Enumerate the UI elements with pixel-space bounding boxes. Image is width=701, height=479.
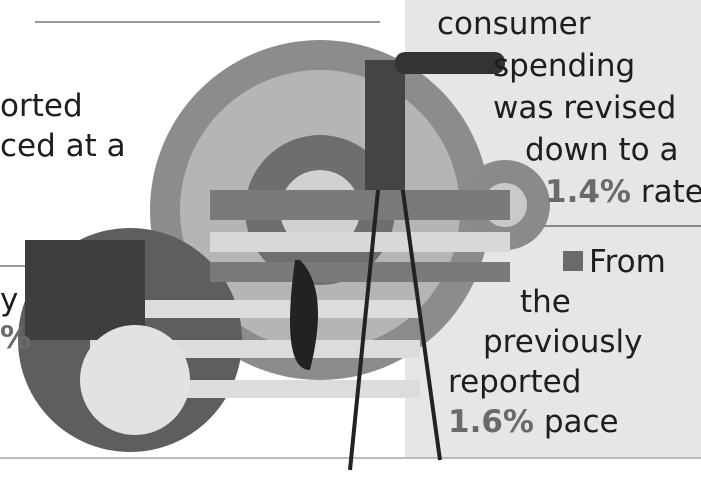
side-text-line: 1.6% pace (448, 404, 619, 440)
flag-shapes (18, 190, 510, 452)
side-text: previously (483, 324, 643, 360)
unit: rate (640, 174, 701, 210)
ladder-and-figure (348, 52, 505, 471)
body-text: % (0, 320, 32, 356)
body-text: ced at a (0, 128, 126, 164)
figure: 1.4% (545, 174, 631, 210)
side-text: spending (493, 48, 636, 84)
side-text-line: From (563, 244, 666, 280)
bullet (563, 251, 583, 271)
side-text: reported (448, 364, 582, 400)
side-text: was revised (493, 90, 677, 126)
side-text-line: 1.4% rate (545, 174, 701, 210)
side-text: the (520, 284, 571, 320)
side-text: From (589, 244, 666, 280)
side-text: down to a (525, 132, 679, 168)
body-text: orted (0, 88, 83, 124)
figure: 1.6% (448, 404, 534, 440)
body-text: y (0, 282, 19, 318)
unit: pace (543, 404, 619, 440)
side-text: consumer (437, 6, 591, 42)
